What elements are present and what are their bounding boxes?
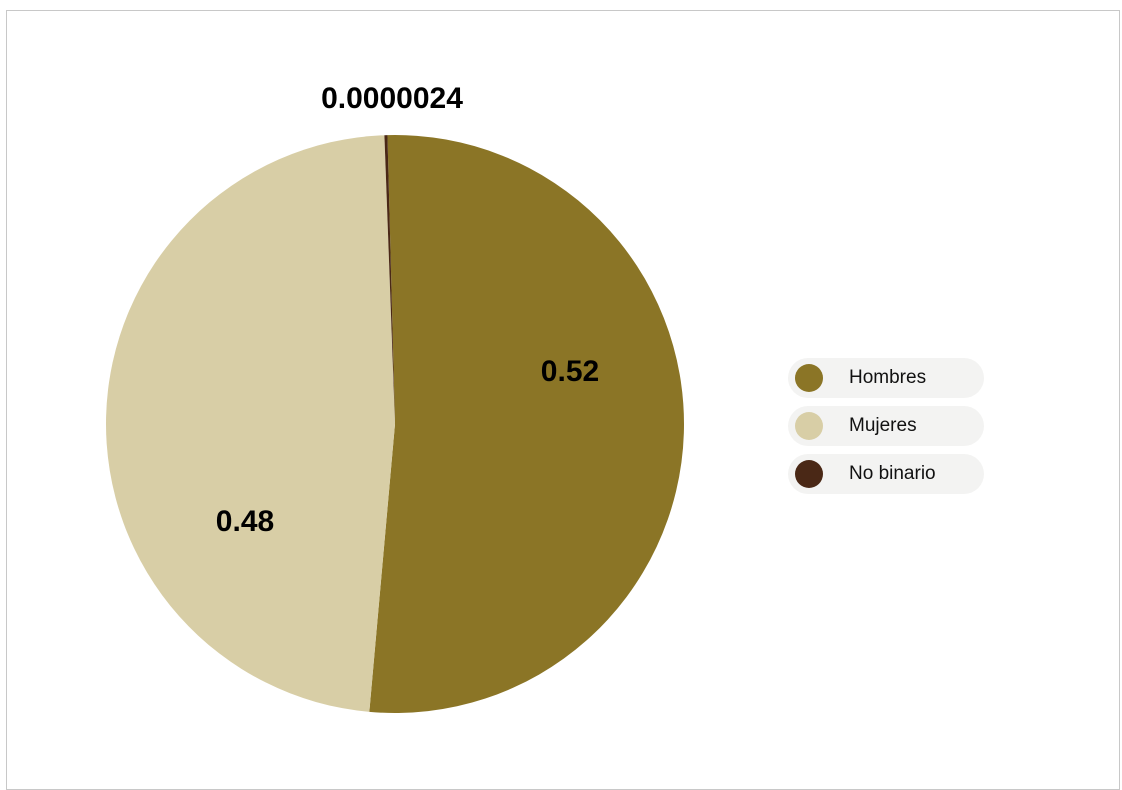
- legend-label-no-binario: No binario: [849, 463, 936, 484]
- pie-slice-hombres[interactable]: [369, 134, 684, 713]
- legend-item-no-binario[interactable]: No binario: [788, 454, 984, 494]
- data-label-no-binario: 0.0000024: [321, 82, 463, 115]
- legend-label-hombres: Hombres: [849, 367, 927, 388]
- legend-label-mujeres: Mujeres: [849, 415, 917, 436]
- pie-slice-mujeres[interactable]: [106, 135, 395, 712]
- data-label-mujeres: 0.48: [216, 505, 274, 538]
- legend-swatch-mujeres: [795, 412, 823, 440]
- legend-item-hombres[interactable]: Hombres: [788, 358, 984, 398]
- legend-item-mujeres[interactable]: Mujeres: [788, 406, 984, 446]
- legend-swatch-no-binario: [795, 460, 823, 488]
- legend: Hombres Mujeres No binario: [788, 358, 984, 502]
- pie-data-labels: 0.52 0.48 0.0000024: [216, 82, 599, 538]
- pie-slices: [106, 134, 684, 713]
- legend-swatch-hombres: [795, 364, 823, 392]
- pie-slice-no-binario[interactable]: [384, 135, 395, 424]
- data-label-hombres: 0.52: [541, 355, 599, 388]
